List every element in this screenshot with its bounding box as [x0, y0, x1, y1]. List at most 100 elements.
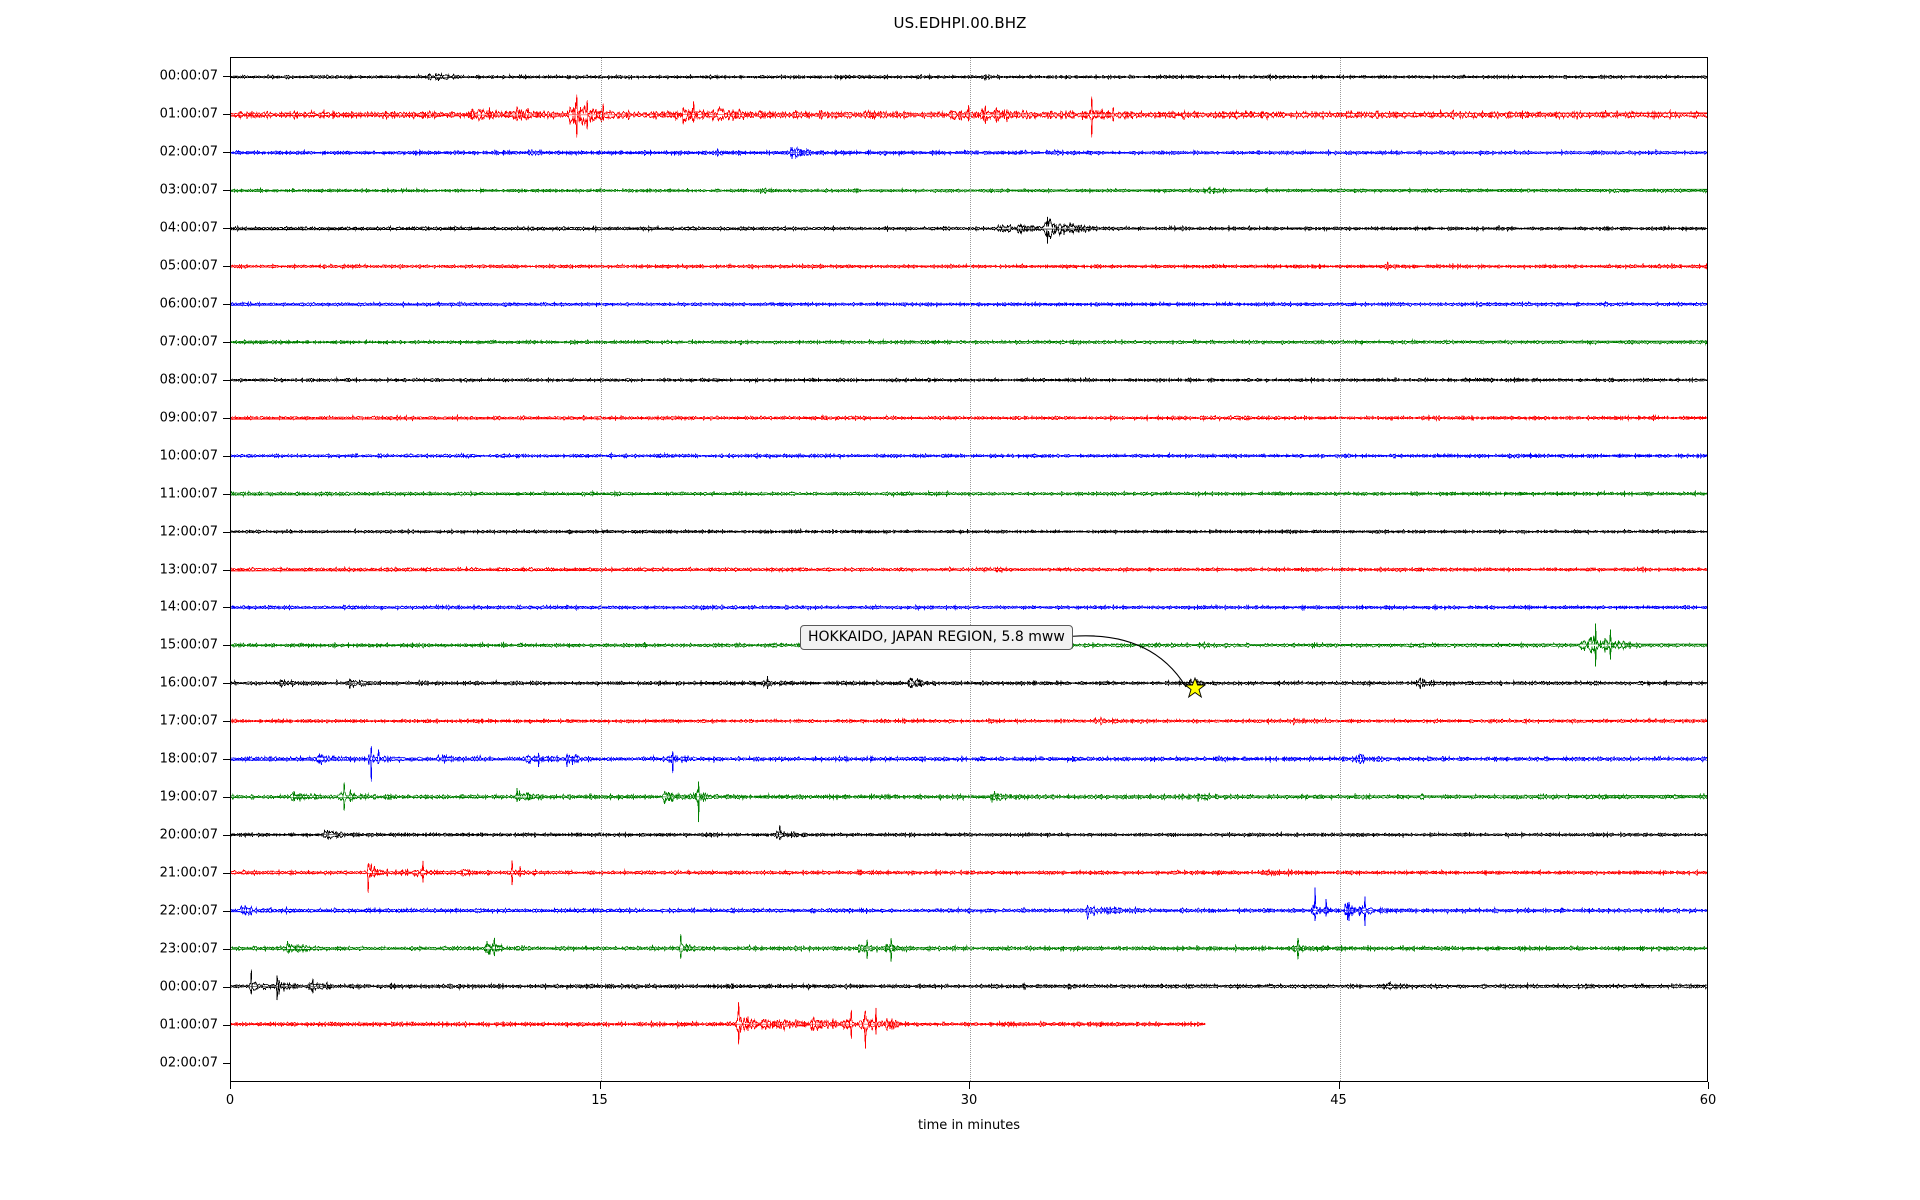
trace-row-18: [231, 759, 1707, 782]
x-tick-mark: [230, 1082, 231, 1089]
gridline-x-15: [601, 58, 602, 1081]
trace-row-13: [231, 570, 1707, 573]
trace-row-24: [231, 986, 1707, 1000]
trace-row-6: [231, 304, 1707, 307]
y-tick-label: 18:00:07: [160, 752, 218, 767]
trace-row-band-19: [231, 782, 1707, 823]
y-tick-mark: [223, 797, 230, 798]
y-tick-label: 16:00:07: [160, 676, 218, 691]
y-tick-label: 14:00:07: [160, 600, 218, 615]
trace-row-17: [231, 721, 1707, 725]
trace-row-band-21: [231, 860, 1707, 892]
trace-row-25: [231, 1002, 1205, 1024]
y-tick-mark: [223, 949, 230, 950]
y-tick-mark: [223, 1063, 230, 1064]
trace-row-6: [231, 302, 1707, 305]
plot-axes: [230, 57, 1708, 1082]
y-tick-mark: [223, 380, 230, 381]
y-tick-label: 17:00:07: [160, 714, 218, 729]
trace-row-19: [231, 782, 1707, 797]
y-tick-mark: [223, 1025, 230, 1026]
trace-row-24: [231, 970, 1707, 987]
y-tick-mark: [223, 987, 230, 988]
event-annotation-label: HOKKAIDO, JAPAN REGION, 5.8 mww: [800, 625, 1073, 650]
y-tick-mark: [223, 532, 230, 533]
gridline-x-30: [970, 58, 971, 1081]
trace-row-12: [231, 529, 1707, 532]
y-tick-mark: [223, 683, 230, 684]
y-tick-mark: [223, 456, 230, 457]
y-tick-label: 05:00:07: [160, 258, 218, 273]
y-tick-label: 09:00:07: [160, 410, 218, 425]
y-tick-label: 22:00:07: [160, 904, 218, 919]
trace-row-7: [231, 342, 1707, 345]
trace-row-19: [231, 797, 1707, 822]
x-axis-label: time in minutes: [230, 1118, 1708, 1133]
trace-row-22: [231, 911, 1707, 927]
trace-row-5: [231, 262, 1707, 267]
trace-row-1: [231, 95, 1707, 115]
x-tick-label: 0: [226, 1093, 234, 1108]
trace-row-21: [231, 860, 1707, 872]
y-tick-label: 19:00:07: [160, 790, 218, 805]
y-tick-label: 08:00:07: [160, 372, 218, 387]
y-tick-mark: [223, 759, 230, 760]
x-tick-label: 30: [961, 1093, 978, 1108]
trace-row-0: [231, 73, 1707, 77]
y-tick-label: 02:00:07: [160, 1056, 218, 1071]
y-tick-mark: [223, 645, 230, 646]
y-tick-label: 02:00:07: [160, 144, 218, 159]
y-tick-mark: [223, 190, 230, 191]
y-tick-label: 00:00:07: [160, 980, 218, 995]
y-tick-label: 20:00:07: [160, 828, 218, 843]
trace-lines: [231, 58, 1707, 1081]
y-tick-label: 12:00:07: [160, 524, 218, 539]
y-tick-label: 07:00:07: [160, 334, 218, 349]
trace-row-21: [231, 873, 1707, 893]
trace-row-0: [231, 77, 1707, 81]
y-tick-label: 06:00:07: [160, 296, 218, 311]
x-tick-mark: [1708, 1082, 1709, 1089]
page-title: US.EDHPI.00.BHZ: [0, 14, 1920, 32]
x-tick-mark: [969, 1082, 970, 1089]
trace-row-band-22: [231, 888, 1707, 926]
y-tick-label: 23:00:07: [160, 942, 218, 957]
y-tick-mark: [223, 873, 230, 874]
gridline-x-45: [1340, 58, 1341, 1081]
trace-row-16: [231, 676, 1707, 683]
y-tick-mark: [223, 76, 230, 77]
y-tick-mark: [223, 152, 230, 153]
trace-row-16: [231, 683, 1707, 689]
y-tick-label: 21:00:07: [160, 866, 218, 881]
x-tick-label: 45: [1330, 1093, 1347, 1108]
trace-row-14: [231, 605, 1707, 607]
y-tick-mark: [223, 418, 230, 419]
trace-row-14: [231, 607, 1707, 610]
y-tick-label: 04:00:07: [160, 220, 218, 235]
trace-row-5: [231, 266, 1707, 270]
trace-row-band-18: [231, 746, 1707, 782]
y-tick-mark: [223, 835, 230, 836]
y-tick-mark: [223, 114, 230, 115]
trace-row-22: [231, 888, 1707, 911]
y-tick-label: 01:00:07: [160, 1018, 218, 1033]
y-tick-mark: [223, 342, 230, 343]
trace-row-20: [231, 835, 1707, 840]
trace-row-3: [231, 191, 1707, 194]
trace-row-23: [231, 934, 1707, 948]
y-tick-mark: [223, 607, 230, 608]
trace-row-4: [231, 217, 1707, 229]
y-tick-label: 11:00:07: [160, 486, 218, 501]
x-tick-mark: [600, 1082, 601, 1089]
trace-row-10: [231, 456, 1707, 459]
y-tick-mark: [223, 721, 230, 722]
y-tick-label: 10:00:07: [160, 448, 218, 463]
x-tick-mark: [1339, 1082, 1340, 1089]
trace-row-9: [231, 415, 1707, 418]
trace-row-3: [231, 187, 1707, 191]
trace-row-2: [231, 147, 1707, 153]
y-tick-mark: [223, 228, 230, 229]
trace-row-13: [231, 567, 1707, 570]
trace-row-25: [231, 1024, 1205, 1049]
x-tick-label: 60: [1700, 1093, 1717, 1108]
